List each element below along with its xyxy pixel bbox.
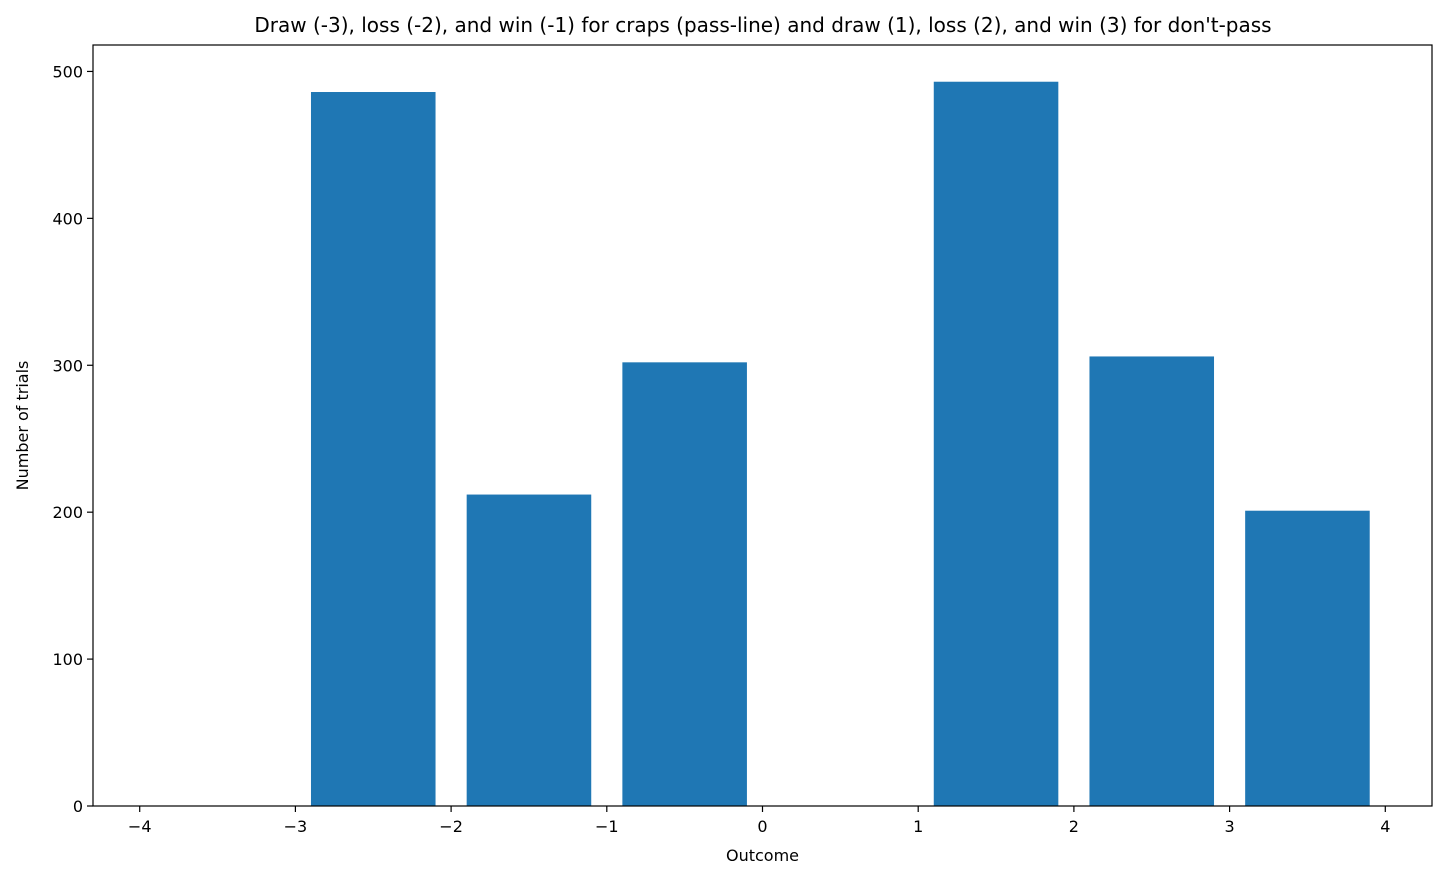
bars-layer	[310, 81, 1370, 807]
y-tick-label: 400	[52, 209, 83, 228]
y-axis-label: Number of trials	[13, 361, 32, 491]
bar-4	[1089, 356, 1215, 806]
x-tick-label: 1	[913, 817, 923, 836]
x-axis-label: Outcome	[726, 846, 799, 865]
x-tick-label: −4	[128, 817, 152, 836]
x-tick-label: −1	[595, 817, 619, 836]
y-tick-label: 500	[52, 62, 83, 81]
bar-2	[622, 362, 747, 806]
chart-title: Draw (-3), loss (-2), and win (-1) for c…	[254, 13, 1271, 37]
y-tick-label: 100	[52, 650, 83, 669]
x-tick-label: 2	[1069, 817, 1079, 836]
x-tick-label: −2	[439, 817, 463, 836]
plot-area-frame	[92, 44, 1433, 807]
x-tick-label: 3	[1224, 817, 1234, 836]
y-tick-label: 0	[73, 797, 83, 816]
x-axis-ticks: −4 −3 −2 −1 0 1 2 3 4	[128, 806, 1390, 836]
y-tick-label: 300	[52, 356, 83, 375]
y-axis-ticks: 0 100 200 300 400 500	[52, 62, 93, 816]
bar-1	[466, 494, 592, 806]
x-tick-label: 4	[1380, 817, 1390, 836]
bar-3	[933, 81, 1059, 807]
bar-0	[310, 92, 436, 806]
bar-5	[1245, 510, 1370, 806]
x-tick-label: 0	[757, 817, 767, 836]
x-tick-label: −3	[284, 817, 308, 836]
y-tick-label: 200	[52, 503, 83, 522]
